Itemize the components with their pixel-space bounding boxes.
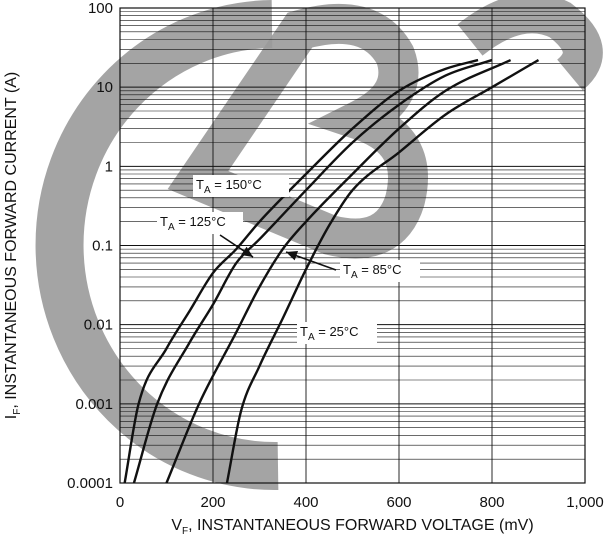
x-tick-label: 0	[116, 494, 124, 511]
series-2-label-box	[340, 260, 420, 282]
x-tick-label: 400	[293, 494, 318, 511]
curves	[123, 58, 540, 484]
series-label-main: T	[196, 177, 204, 192]
series-2-arrow-head	[286, 251, 299, 261]
series-1-label: TA = 125°C	[160, 214, 226, 233]
series-0-line	[123, 58, 479, 484]
watermark-b-shape	[167, 3, 428, 259]
series-0-label: TA = 150°C	[196, 177, 262, 196]
series-2-label: TA = 85°C	[343, 262, 402, 281]
series-label-main: T	[300, 324, 308, 339]
series-1-line	[132, 58, 493, 484]
annotations: TA = 150°CTA = 125°CTA = 85°CTA = 25°C	[157, 175, 420, 344]
y-tick-label: 0.001	[75, 396, 113, 413]
y-tick-label: 10	[96, 79, 113, 96]
series-label-sub: A	[351, 270, 358, 281]
series-label-rest: = 125°C	[175, 214, 226, 229]
y-axis-title: IF, INSTANTANEOUS FORWARD CURRENT (A)	[3, 72, 23, 419]
series-2-line	[165, 58, 512, 484]
series-label-sub: A	[204, 185, 211, 196]
y-tick-label: 100	[88, 0, 113, 17]
y-axis-title-main: I	[3, 415, 20, 419]
x-axis-title-sub: F	[182, 526, 188, 537]
x-axis-title: VF, INSTANTANEOUS FORWARD VOLTAGE (mV)	[171, 517, 533, 537]
series-label-sub: A	[168, 222, 175, 233]
x-tick-label: 200	[200, 494, 225, 511]
y-axis-title-sub: F	[12, 409, 23, 415]
y-tick-label: 0.01	[84, 317, 113, 334]
watermark-s-shape	[457, 0, 603, 91]
series-label-rest: = 85°C	[358, 262, 402, 277]
series-1-label-box	[157, 212, 243, 234]
y-tick-label: 0.0001	[67, 475, 113, 492]
x-tick-label: 1,000	[566, 494, 604, 511]
y-tick-label: 1	[105, 158, 113, 175]
x-axis-title-main: V	[171, 517, 182, 534]
series-1-arrow-head	[241, 246, 253, 257]
x-axis-title-rest: , INSTANTANEOUS FORWARD VOLTAGE (mV)	[188, 517, 534, 534]
series-3-label: TA = 25°C	[300, 324, 359, 343]
series-label-main: T	[160, 214, 168, 229]
y-axis-title-rest: , INSTANTANEOUS FORWARD CURRENT (A)	[3, 72, 20, 409]
plot-frame	[119, 7, 586, 484]
watermark-c-shape	[35, 0, 279, 491]
series-label-rest: = 25°C	[315, 324, 359, 339]
series-label-main: T	[343, 262, 351, 277]
series-label-sub: A	[308, 332, 315, 343]
y-tick-label: 0.1	[92, 238, 113, 255]
series-3-line	[225, 59, 540, 484]
series-0-label-box	[193, 175, 289, 197]
watermark-logo	[35, 0, 603, 491]
grid	[120, 8, 585, 483]
tick-labels: 0 200 400 600 800 1,000 0.0001 0.001 0.01 0.1 1 10 1…	[67, 0, 604, 511]
x-tick-label: 800	[479, 494, 504, 511]
x-tick-label: 600	[386, 494, 411, 511]
series-label-rest: = 150°C	[211, 177, 262, 192]
series-3-label-box	[297, 322, 377, 344]
